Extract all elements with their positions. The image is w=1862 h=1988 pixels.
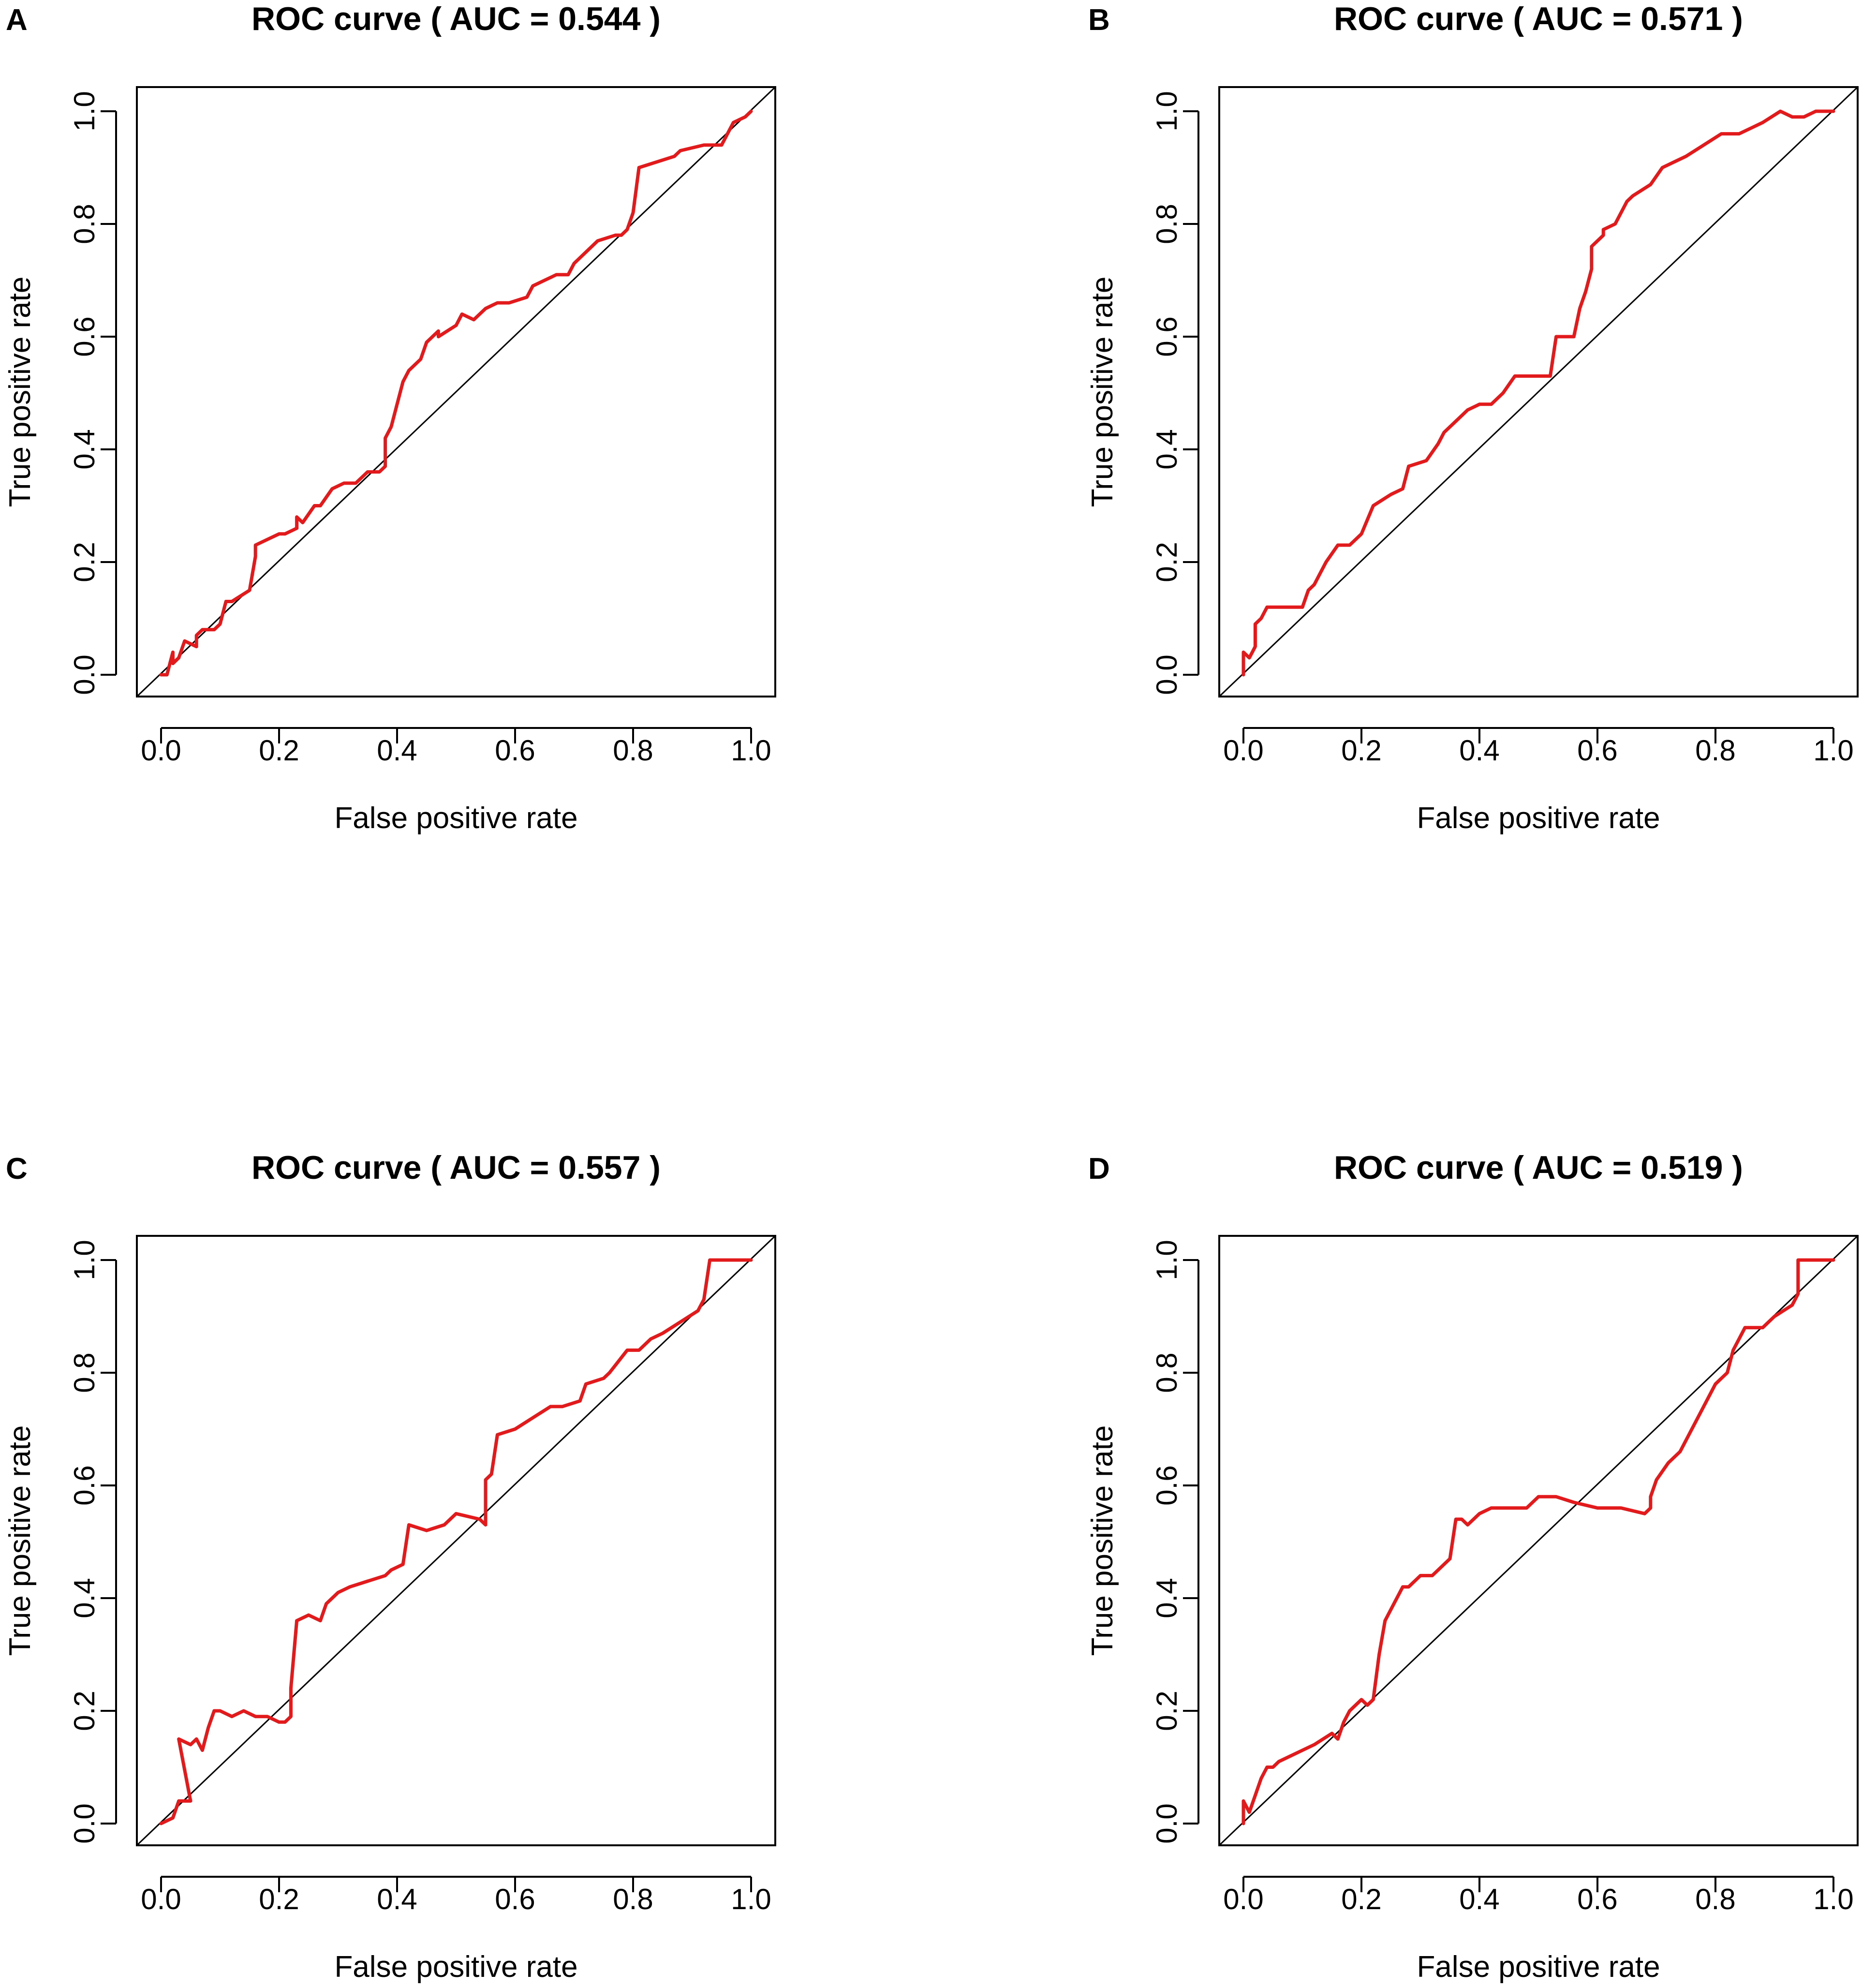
panel-letter: B [1088, 3, 1110, 37]
x-tick-label: 0.2 [259, 1883, 299, 1915]
y-tick-label: 1.0 [68, 1240, 101, 1280]
y-tick-label: 0.0 [68, 654, 101, 695]
chart-title: ROC curve ( AUC = 0.519 ) [1334, 1149, 1743, 1186]
panel-letter: C [6, 1152, 28, 1186]
y-tick-label: 0.2 [68, 1691, 101, 1731]
x-tick-label: 0.0 [141, 1883, 181, 1915]
y-axis-label: True positive rate [1086, 277, 1119, 507]
reference-diagonal [136, 1235, 776, 1846]
x-tick-label: 0.2 [259, 734, 299, 767]
x-tick-label: 1.0 [1813, 734, 1853, 767]
y-tick-label: 0.0 [1151, 654, 1183, 695]
y-tick-label: 1.0 [1151, 1240, 1183, 1280]
y-axis-label: True positive rate [3, 1425, 37, 1656]
roc-curve-line [159, 109, 753, 677]
y-axis-label: True positive rate [1086, 1425, 1119, 1656]
y-tick-label: 1.0 [68, 91, 101, 131]
y-tick-label: 0.0 [1151, 1803, 1183, 1843]
chart-title: ROC curve ( AUC = 0.544 ) [251, 0, 661, 37]
x-tick-label: 0.8 [613, 1883, 653, 1915]
x-tick-label: 1.0 [731, 734, 771, 767]
x-tick-label: 0.4 [1459, 1883, 1499, 1915]
reference-diagonal [136, 86, 776, 697]
y-tick-label: 0.6 [68, 316, 101, 356]
y-tick-label: 0.6 [68, 1465, 101, 1505]
x-tick-label: 0.0 [141, 734, 181, 767]
x-tick-label: 0.4 [377, 1883, 417, 1915]
y-tick-label: 0.2 [68, 542, 101, 582]
roc-curve-line [1241, 109, 1835, 677]
y-tick-label: 0.8 [1151, 204, 1183, 244]
roc-panel-b: B ROC curve ( AUC = 0.571 ) 0.0 0.2 0.4 0.6 0.… [1086, 0, 1859, 835]
y-tick-label: 0.6 [1151, 1465, 1183, 1505]
x-axis-label: False positive rate [334, 801, 577, 835]
y-tick-label: 0.8 [1151, 1352, 1183, 1393]
x-tick-label: 0.0 [1223, 734, 1263, 767]
x-tick-label: 0.2 [1341, 1883, 1381, 1915]
reference-diagonal [1218, 86, 1859, 697]
y-tick-label: 0.8 [68, 204, 101, 244]
y-tick-label: 0.4 [68, 1578, 101, 1618]
x-axis-label: False positive rate [1417, 801, 1660, 835]
x-tick-label: 0.4 [377, 734, 417, 767]
panel-letter: A [6, 3, 28, 37]
x-tick-label: 1.0 [731, 1883, 771, 1915]
y-tick-label: 1.0 [1151, 91, 1183, 131]
y-tick-label: 0.2 [1151, 1691, 1183, 1731]
x-tick-label: 0.8 [613, 734, 653, 767]
x-tick-label: 0.8 [1695, 1883, 1735, 1915]
y-tick-label: 0.4 [1151, 429, 1183, 469]
x-tick-label: 0.6 [1577, 734, 1617, 767]
y-tick-label: 0.4 [1151, 1578, 1183, 1618]
x-tick-label: 1.0 [1813, 1883, 1853, 1915]
x-tick-label: 0.4 [1459, 734, 1499, 767]
chart-title: ROC curve ( AUC = 0.571 ) [1334, 0, 1743, 37]
roc-panel-a: A ROC curve ( AUC = 0.544 ) 0.0 0.2 0.4 0.6 0.… [3, 0, 776, 835]
roc-curve-line [1241, 1258, 1835, 1825]
x-tick-label: 0.6 [1577, 1883, 1617, 1915]
roc-curve-line [159, 1258, 753, 1825]
plot-frame [1218, 86, 1859, 697]
y-tick-label: 0.0 [68, 1803, 101, 1843]
y-tick-label: 0.2 [1151, 542, 1183, 582]
x-axis-label: False positive rate [334, 1950, 577, 1984]
x-tick-label: 0.2 [1341, 734, 1381, 767]
x-tick-label: 0.0 [1223, 1883, 1263, 1915]
y-tick-label: 0.4 [68, 429, 101, 469]
x-axis-label: False positive rate [1417, 1950, 1660, 1984]
roc-panel-d: D ROC curve ( AUC = 0.519 ) 0.0 0.2 0.4 0.6 0.… [1086, 1149, 1859, 1984]
y-tick-label: 0.8 [68, 1352, 101, 1393]
y-axis-label: True positive rate [3, 277, 37, 507]
roc-panel-c: C ROC curve ( AUC = 0.557 ) 0.0 0.2 0.4 0.6 0.… [3, 1149, 776, 1984]
reference-diagonal [1218, 1235, 1859, 1846]
plot-frame [136, 86, 776, 697]
x-tick-label: 0.6 [495, 1883, 535, 1915]
plot-frame [136, 1235, 776, 1846]
y-tick-label: 0.6 [1151, 316, 1183, 356]
plot-frame [1218, 1235, 1859, 1846]
x-tick-label: 0.8 [1695, 734, 1735, 767]
panel-letter: D [1088, 1152, 1110, 1186]
chart-title: ROC curve ( AUC = 0.557 ) [251, 1149, 661, 1186]
x-tick-label: 0.6 [495, 734, 535, 767]
